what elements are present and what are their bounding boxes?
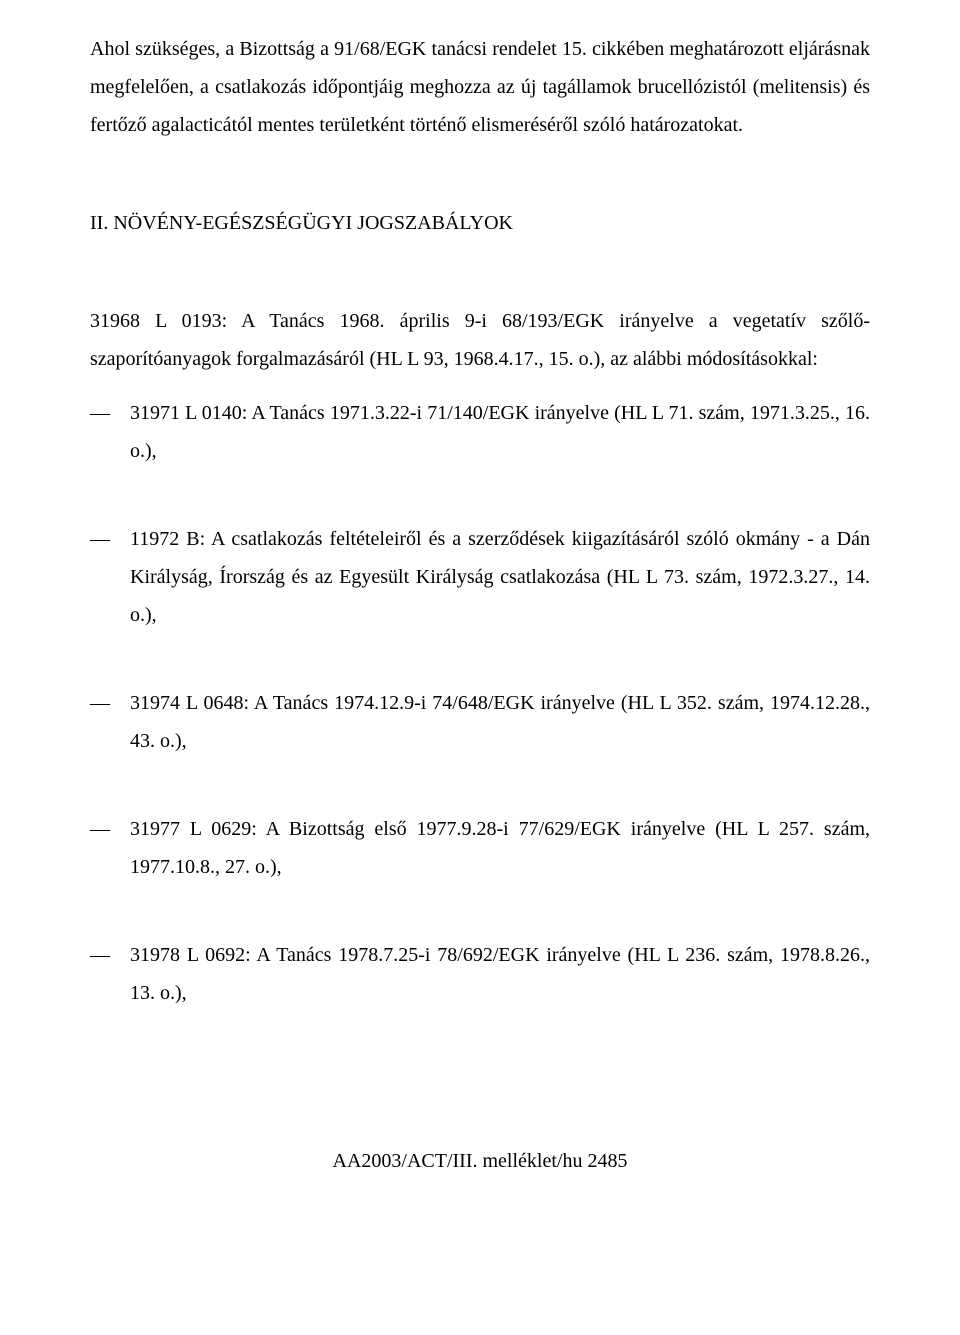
list-item: — 11972 B: A csatlakozás feltételeiről é… (90, 520, 870, 634)
dash-icon: — (90, 394, 130, 432)
dash-icon: — (90, 810, 130, 848)
list-item-text: 31978 L 0692: A Tanács 1978.7.25-i 78/69… (130, 936, 870, 1012)
dash-icon: — (90, 520, 130, 558)
section-heading: II. NÖVÉNY-EGÉSZSÉGÜGYI JOGSZABÁLYOK (90, 204, 870, 242)
intro-paragraph: Ahol szükséges, a Bizottság a 91/68/EGK … (90, 30, 870, 144)
list-item-text: 11972 B: A csatlakozás feltételeiről és … (130, 520, 870, 634)
list-item-text: 31971 L 0140: A Tanács 1971.3.22-i 71/14… (130, 394, 870, 470)
page-footer: AA2003/ACT/III. melléklet/hu 2485 (90, 1142, 870, 1180)
section-lead: 31968 L 0193: A Tanács 1968. április 9-i… (90, 302, 870, 378)
list-item: — 31977 L 0629: A Bizottság első 1977.9.… (90, 810, 870, 886)
list-item-text: 31977 L 0629: A Bizottság első 1977.9.28… (130, 810, 870, 886)
list-item: — 31971 L 0140: A Tanács 1971.3.22-i 71/… (90, 394, 870, 470)
list-item: — 31974 L 0648: A Tanács 1974.12.9-i 74/… (90, 684, 870, 760)
amendment-list: — 31971 L 0140: A Tanács 1971.3.22-i 71/… (90, 394, 870, 1012)
list-item: — 31978 L 0692: A Tanács 1978.7.25-i 78/… (90, 936, 870, 1012)
list-item-text: 31974 L 0648: A Tanács 1974.12.9-i 74/64… (130, 684, 870, 760)
dash-icon: — (90, 936, 130, 974)
dash-icon: — (90, 684, 130, 722)
